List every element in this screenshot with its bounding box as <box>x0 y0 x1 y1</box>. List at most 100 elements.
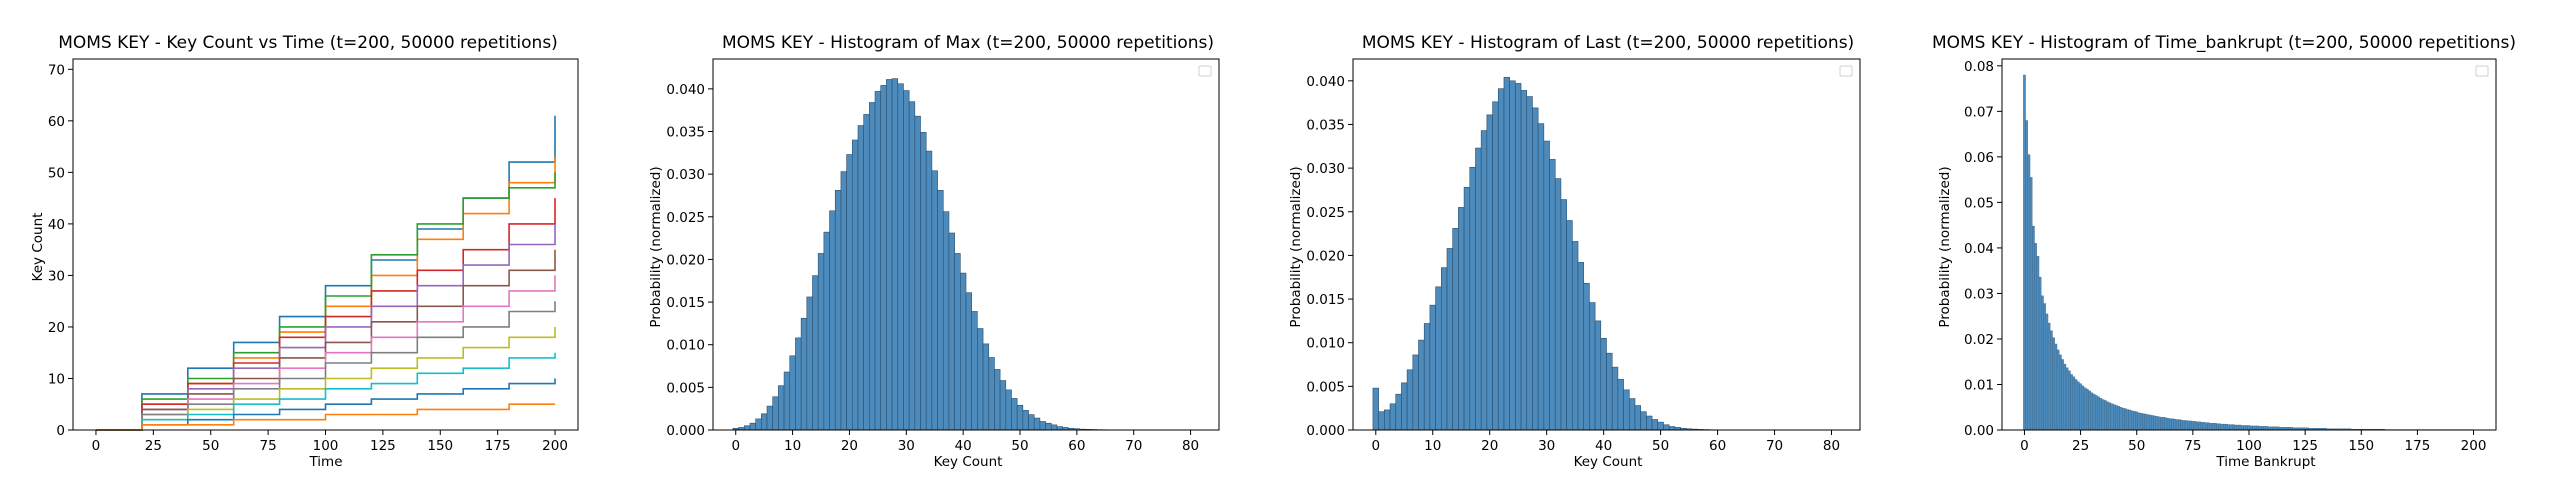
histogram-bar <box>2247 425 2251 431</box>
x-tick-label: 60 <box>1068 438 1085 454</box>
chart-key-count-vs-time: MOMS KEY - Key Count vs Time (t=200, 500… <box>30 33 579 470</box>
histogram-bar <box>937 190 944 431</box>
x-tick-label: 50 <box>2128 438 2145 454</box>
histogram-bar <box>2157 416 2161 431</box>
histogram-bar <box>1617 379 1624 431</box>
histogram-bar <box>2038 276 2042 431</box>
histogram-bar <box>1577 262 1585 431</box>
histogram-bar <box>2254 425 2257 431</box>
histogram-bar <box>2216 423 2219 431</box>
histogram-bar <box>988 357 995 431</box>
y-axis-label: Probability (normalized) <box>648 166 664 327</box>
histogram-bar <box>857 125 864 431</box>
y-tick-label: 0.020 <box>1306 248 1345 264</box>
histogram-bar <box>2171 418 2174 431</box>
histogram-bar <box>2153 415 2156 431</box>
y-axis-label: Probability (normalized) <box>1937 166 1953 327</box>
histogram-bar <box>903 90 910 431</box>
series-line <box>96 403 555 431</box>
legend-box <box>1839 65 1853 77</box>
histogram-bar <box>2059 354 2062 431</box>
histogram-bar <box>2099 398 2103 431</box>
histogram-bar <box>1429 304 1436 431</box>
histogram-bar <box>2196 421 2199 431</box>
y-tick-label: 0.015 <box>1306 292 1345 308</box>
axes-frame <box>1352 58 1861 431</box>
x-axis-label: Time Bankrupt <box>2215 454 2315 470</box>
histogram-bar <box>1469 166 1476 431</box>
y-tick-label: 20 <box>48 320 65 336</box>
x-tick-label: 40 <box>1595 438 1612 454</box>
histogram-bar <box>2198 421 2201 431</box>
y-tick-label: 0.030 <box>1306 161 1345 177</box>
x-tick-label: 0 <box>92 438 101 454</box>
histogram-bar <box>2090 392 2094 431</box>
y-tick-label: 0.05 <box>1964 195 1994 211</box>
chart-title: MOMS KEY - Histogram of Last (t=200, 500… <box>1362 33 1854 53</box>
y-tick-label: 0.06 <box>1964 150 1994 166</box>
histogram-bar <box>2166 418 2170 431</box>
y-tick-label: 0 <box>56 423 65 439</box>
histogram-bar <box>2137 412 2141 431</box>
x-tick-label: 150 <box>2348 438 2374 454</box>
legend-box <box>2475 65 2489 77</box>
histogram-bar <box>2122 408 2125 431</box>
y-tick-label: 0.040 <box>666 82 705 98</box>
histogram-bar <box>1378 411 1385 431</box>
histogram-bar <box>1395 393 1402 431</box>
histogram-bar <box>948 232 955 431</box>
histogram-bar <box>1594 320 1602 431</box>
x-tick-label: 0 <box>2020 438 2029 454</box>
axes-frame <box>712 58 1220 431</box>
histogram-bar <box>954 253 961 431</box>
histogram-bar <box>1050 424 1058 431</box>
histogram-bar <box>2218 423 2222 431</box>
histogram-bar <box>2083 387 2087 431</box>
histogram-bar <box>2124 408 2127 431</box>
histogram-bar <box>1486 114 1493 431</box>
histogram-bar <box>2164 417 2168 431</box>
x-tick-label: 0 <box>731 438 740 454</box>
histogram-bar <box>2065 367 2069 431</box>
histogram-bar <box>1623 389 1630 431</box>
y-tick-label: 0.010 <box>1306 336 1345 352</box>
histogram-bar <box>1028 414 1035 431</box>
x-tick-label: 30 <box>898 438 915 454</box>
histogram-bar <box>840 171 847 431</box>
histogram-bar <box>800 317 808 431</box>
histogram-bar <box>2036 255 2040 431</box>
y-tick-label: 0.07 <box>1964 104 1994 120</box>
histogram-bar <box>869 102 876 431</box>
histogram-bar <box>783 371 791 431</box>
x-tick-label: 70 <box>1766 438 1783 454</box>
series-line <box>96 352 556 431</box>
histogram-bar <box>1452 228 1459 431</box>
chart-histogram-of-time-bankrupt: MOMS KEY - Histogram of Time_bankrupt (t… <box>1932 33 2516 470</box>
histogram-bar <box>1033 417 1041 431</box>
histogram-bar <box>2104 400 2107 431</box>
histogram-bar <box>2054 343 2058 431</box>
histogram-bar <box>2265 426 2269 431</box>
histogram-bar <box>743 425 751 431</box>
y-tick-label: 30 <box>48 268 65 284</box>
histogram-bar <box>2238 424 2242 431</box>
histogram-bar <box>829 210 836 431</box>
histogram-bar <box>2025 120 2028 431</box>
x-axis-label: Key Count <box>1574 454 1643 470</box>
histogram-bar <box>2252 425 2255 431</box>
y-tick-label: 60 <box>48 114 65 130</box>
histogram-bar <box>1503 77 1510 431</box>
x-tick-label: 20 <box>1481 438 1498 454</box>
histogram-bar <box>2088 390 2091 431</box>
histogram-bar <box>925 150 933 431</box>
histogram-bar <box>1566 220 1573 431</box>
histogram-bar <box>1401 382 1408 431</box>
x-tick-label: 125 <box>370 438 396 454</box>
x-tick-label: 175 <box>2405 438 2431 454</box>
histogram-bar <box>2151 415 2154 431</box>
y-tick-label: 0.02 <box>1964 332 1994 348</box>
y-tick-label: 0.020 <box>666 252 705 268</box>
histogram-bar <box>2220 423 2224 431</box>
legend-box <box>1198 65 1212 77</box>
histogram-bar <box>1634 405 1641 431</box>
